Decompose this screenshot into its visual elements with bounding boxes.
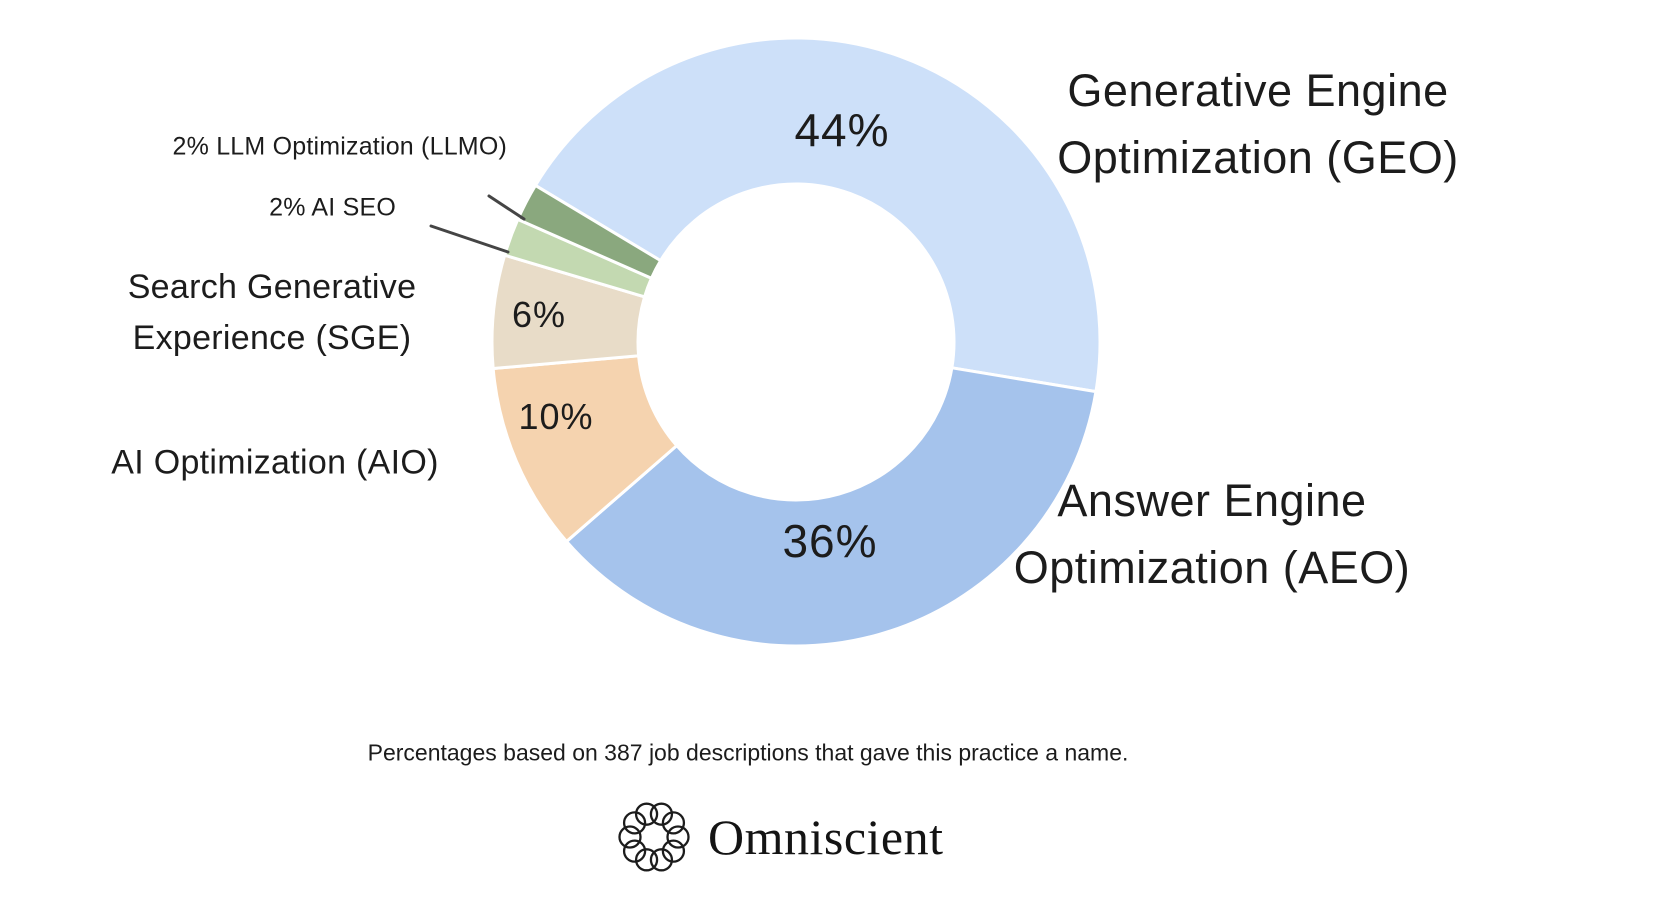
brand-wordmark: Omniscient <box>708 809 944 865</box>
label-sge-line1: Search Generative <box>127 268 417 306</box>
label-geo: Generative Engine Optimization (GEO) <box>1057 57 1459 191</box>
donut-slice-0 <box>533 36 1102 394</box>
donut-slice-5 <box>516 183 663 280</box>
knot-loop <box>649 802 674 826</box>
label-aeo: Answer Engine Optimization (AEO) <box>1014 467 1411 601</box>
label-sge: Search Generative Experience (SGE) <box>128 262 417 364</box>
brand-logo: Omniscient <box>618 799 944 875</box>
omniscient-knot-icon <box>618 802 690 872</box>
knot-loop <box>634 802 659 826</box>
slice-pct-label-sge: 6% <box>511 294 567 335</box>
label-sge-line2: Experience (SGE) <box>132 319 412 357</box>
knot-loop <box>622 839 647 863</box>
label-aeo-line1: Answer Engine <box>1057 475 1367 526</box>
label-aeo-line2: Optimization (AEO) <box>1013 542 1411 593</box>
knot-loop <box>661 811 686 835</box>
knot-loop <box>618 825 642 849</box>
leader-line-ai-seo <box>429 224 510 254</box>
knot-loop <box>666 825 690 849</box>
label-ai-seo: 2% AI SEO <box>269 193 396 222</box>
chart-footnote: Percentages based on 387 job description… <box>367 739 1129 766</box>
label-aio: AI Optimization (AIO) <box>111 443 439 482</box>
slice-pct-label-aeo: 36% <box>782 515 878 567</box>
slice-pct-label-aio: 10% <box>518 396 594 437</box>
knot-loop <box>661 839 686 863</box>
knot-loop <box>649 848 674 872</box>
label-geo-line2: Optimization (GEO) <box>1057 132 1459 183</box>
donut-slices <box>490 36 1102 648</box>
leader-line-llmo <box>487 194 526 221</box>
slice-pct-label-geo: 44% <box>794 104 890 156</box>
knot-loop <box>634 848 659 872</box>
label-geo-line1: Generative Engine <box>1067 65 1449 116</box>
knot-loop <box>622 811 647 835</box>
donut-slice-1 <box>565 366 1098 648</box>
label-llmo: 2% LLM Optimization (LLMO) <box>172 132 507 161</box>
